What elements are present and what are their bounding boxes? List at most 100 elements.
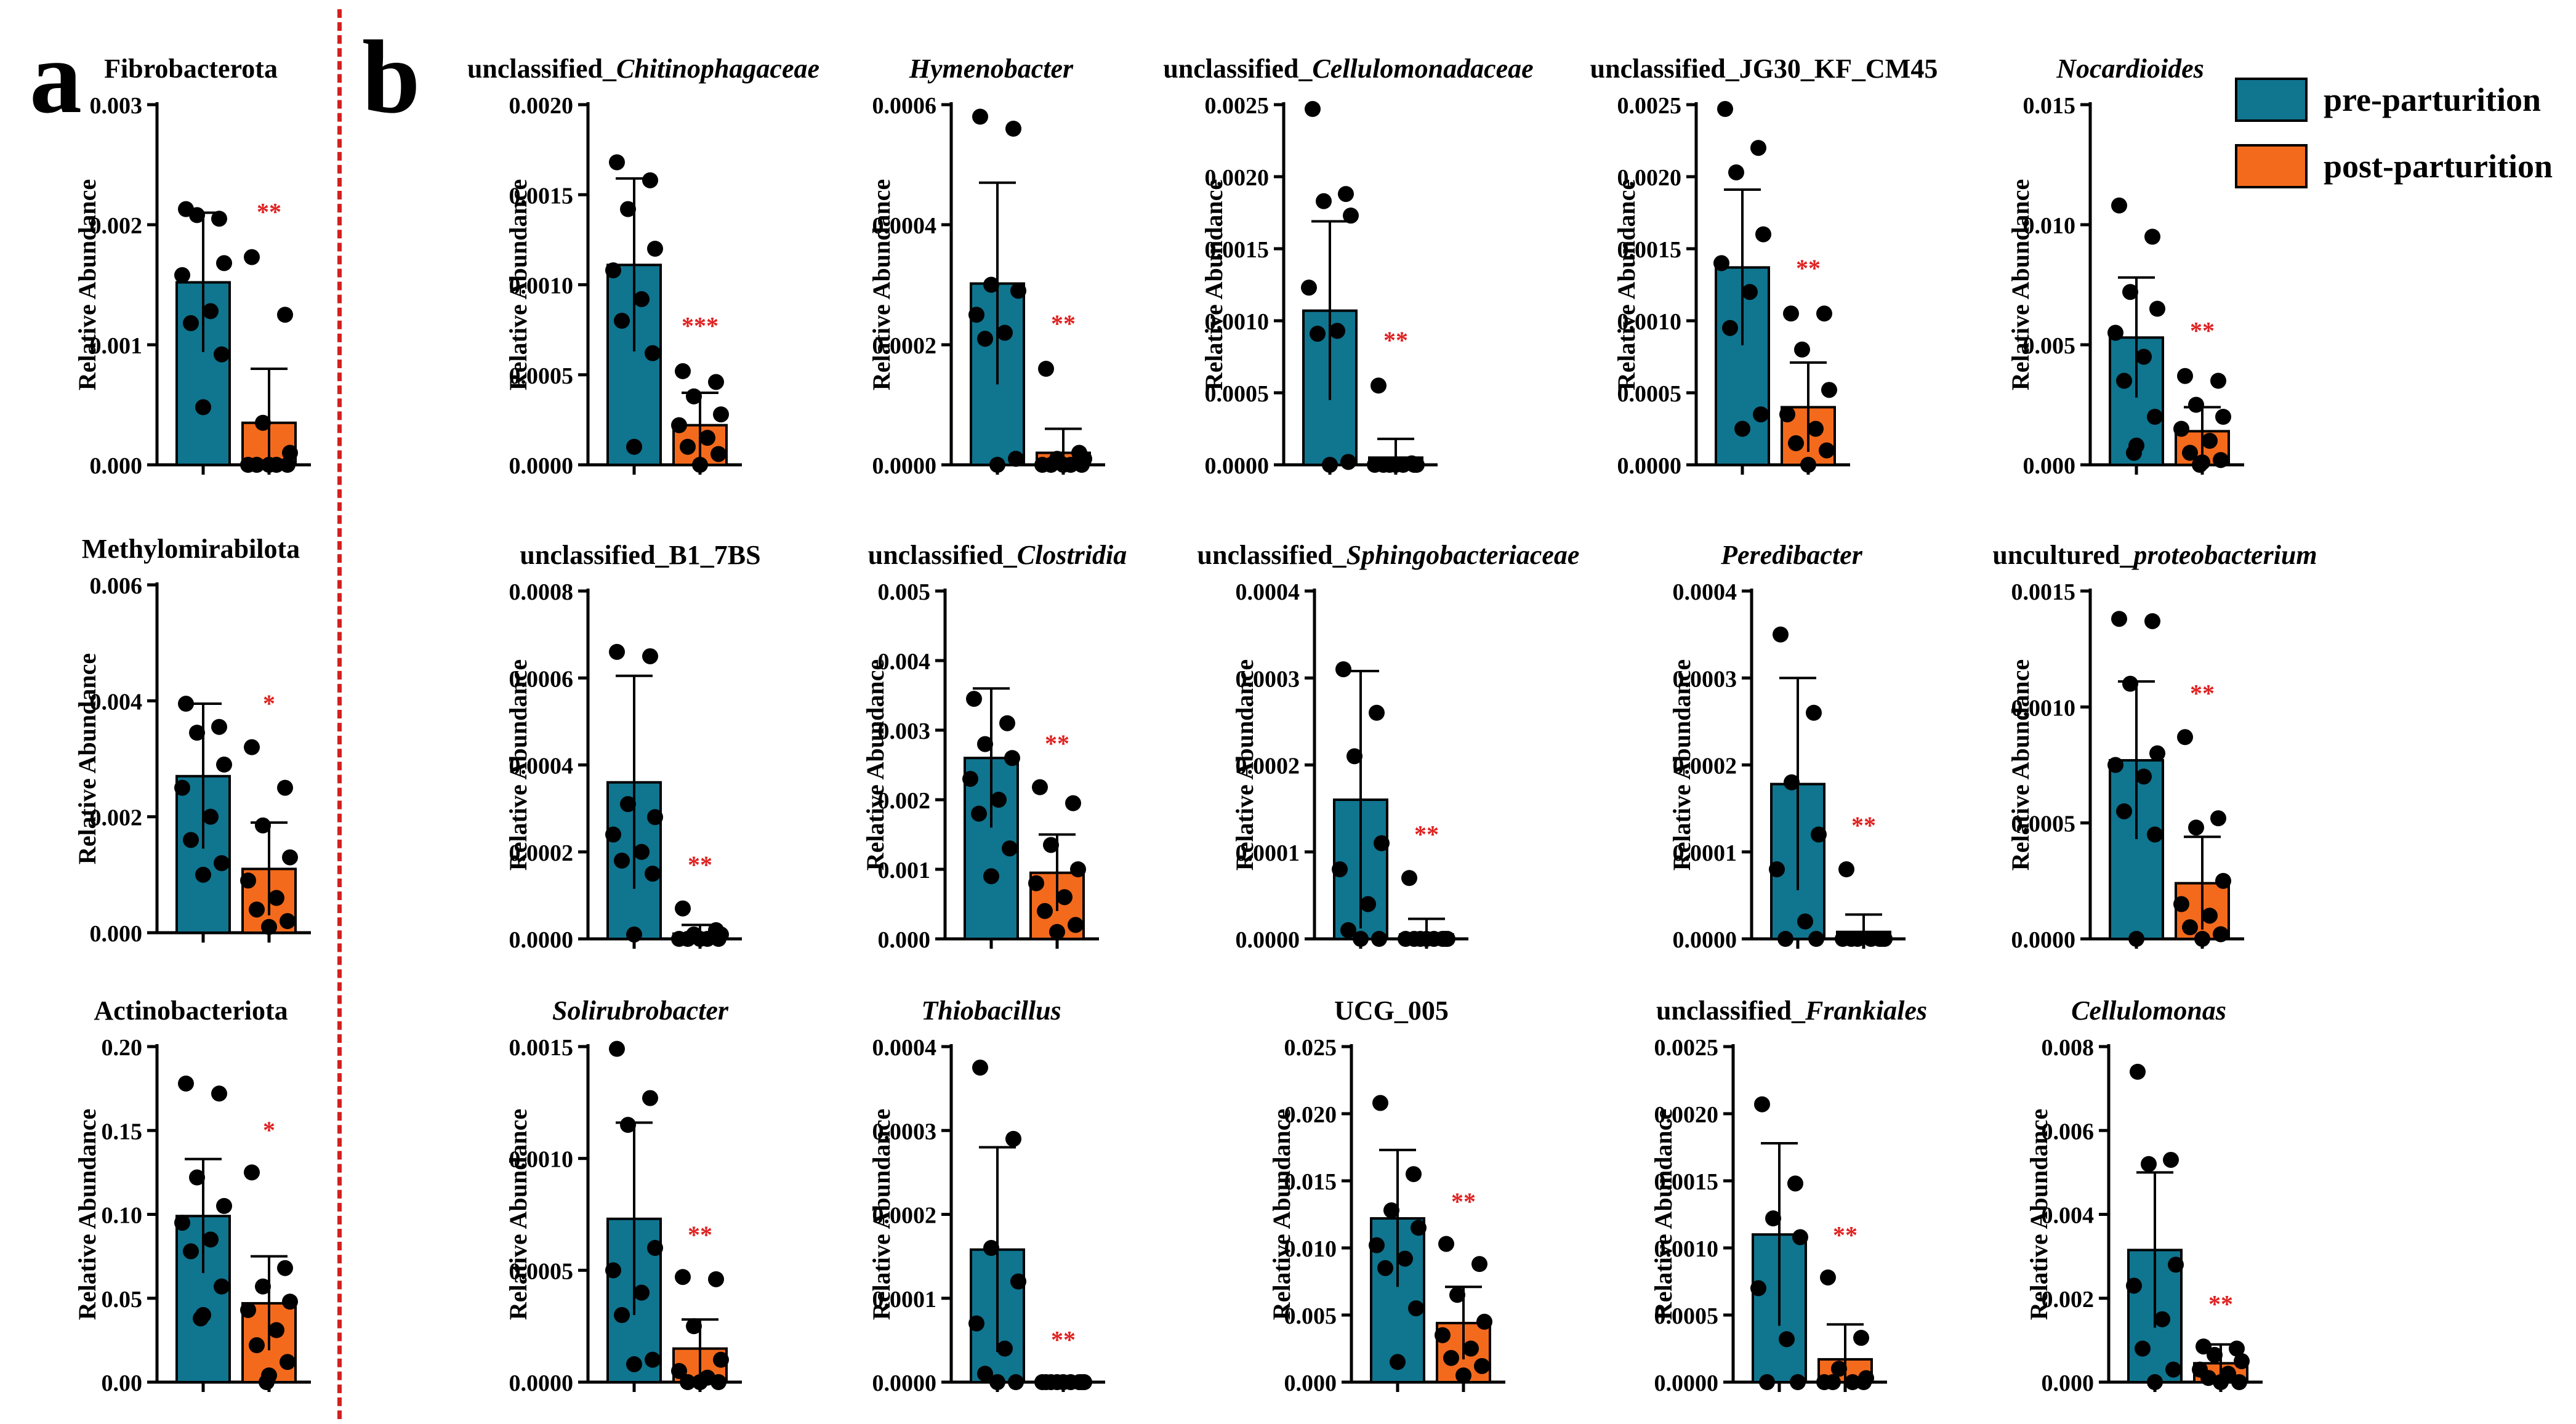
data-point [249, 901, 265, 918]
chart-title: unclassified_Frankiales [1656, 996, 1927, 1026]
data-point [692, 457, 708, 473]
y-tick-label: 0.0025 [1617, 93, 1682, 119]
data-point [977, 331, 993, 347]
y-tick-label: 0.0010 [1654, 1236, 1719, 1262]
data-point [255, 414, 271, 431]
y-tick-label: 0.0002 [509, 840, 574, 866]
significance-marker: ** [1383, 326, 1408, 354]
y-axis-label: Relative Abundance [73, 653, 101, 864]
data-point [2128, 931, 2144, 947]
data-point [216, 1197, 232, 1214]
data-point [2200, 1370, 2216, 1386]
panel-label-a: a [30, 19, 82, 135]
data-point [261, 919, 277, 935]
significance-marker: ** [1796, 254, 1821, 282]
data-point [2144, 613, 2160, 629]
y-tick-label: 0.20 [102, 1035, 143, 1061]
y-tick-label: 0.10 [102, 1203, 143, 1229]
data-point [282, 849, 298, 866]
y-tick-label: 0.000 [2023, 453, 2076, 479]
data-point [268, 1322, 284, 1338]
chart-title-taxon: Chitinophagaceae [616, 54, 819, 84]
data-point [1811, 826, 1827, 843]
data-point [1406, 931, 1422, 947]
panel-label-b: b [362, 19, 421, 135]
y-tick-label: 0.001 [878, 858, 931, 883]
data-point [2136, 348, 2152, 365]
y-tick-label: 0.0000 [509, 1370, 574, 1396]
data-point [713, 406, 729, 423]
significance-marker: *** [682, 312, 718, 340]
chart-peredibacter: Peredibacter Relative Abundance 0.0000 0.00… [1668, 540, 1906, 953]
data-point [1074, 457, 1090, 473]
y-tick-label: 0.0000 [872, 1370, 937, 1396]
data-point [1750, 1280, 1766, 1297]
y-tick-label: 0.010 [1284, 1236, 1337, 1262]
data-point [2136, 768, 2152, 785]
y-tick-label: 0.002 [90, 213, 143, 239]
y-axis-label: Relative Abundance [504, 179, 532, 390]
data-point [1831, 1361, 1847, 1377]
data-point [2194, 931, 2210, 947]
y-tick-label: 0.002 [90, 805, 143, 831]
data-point [1722, 320, 1738, 336]
data-point [2165, 1361, 2181, 1378]
chart-title-prefix: unclassified_ [467, 54, 617, 84]
data-point [1713, 255, 1729, 272]
data-point [268, 890, 284, 906]
data-point [1008, 1374, 1024, 1390]
data-point [1755, 226, 1771, 243]
bar-pre-parturition [175, 281, 231, 466]
y-axis-label: Relative Abundance [504, 1109, 532, 1320]
data-point [1779, 406, 1795, 423]
data-point [2210, 372, 2226, 389]
data-point [1070, 861, 1086, 877]
data-point [1759, 1374, 1775, 1390]
data-point [1301, 280, 1317, 296]
data-point [680, 931, 696, 947]
data-point [1476, 1313, 1492, 1330]
data-point [2163, 1151, 2179, 1168]
data-point [1806, 704, 1822, 721]
data-point [991, 792, 1007, 808]
data-point [1068, 917, 1084, 933]
data-point [972, 1060, 988, 1076]
data-point [692, 1374, 708, 1390]
y-axis-label: Relative Abundance [73, 1109, 101, 1320]
chart-uncultured-proteobacterium: uncultured_proteobacterium Relative Abund… [1992, 540, 2317, 953]
data-point [2147, 826, 2163, 843]
y-tick-label: 0.0000 [2011, 927, 2076, 953]
data-point [211, 1085, 227, 1102]
chart-title: Cellulomonas [2071, 996, 2226, 1026]
chart-actinobacteriota: Actinobacteriota Relative Abundance 0.00 0.… [73, 996, 311, 1396]
y-tick-label: 0.006 [2042, 1119, 2095, 1144]
data-point [2111, 197, 2127, 214]
chart-methylomirabilota: Methylomirabilota Relative Abundance 0.000… [73, 534, 311, 947]
data-point [675, 363, 691, 379]
data-point [1360, 896, 1376, 912]
y-tick-label: 0.0005 [1617, 381, 1682, 407]
data-point [2116, 803, 2132, 819]
data-point [1401, 870, 1417, 887]
data-point [1408, 1300, 1424, 1317]
data-point [1055, 1374, 1071, 1390]
significance-marker: ** [1045, 730, 1069, 757]
chart-unclassified-jg30-kf-cm45: unclassified_JG30_KF_CM45 Relative Abunda… [1590, 54, 1938, 479]
significance-marker: ** [1051, 310, 1076, 337]
y-tick-label: 0.0001 [1236, 840, 1300, 866]
data-point [614, 313, 630, 329]
data-point [989, 457, 1005, 473]
significance-marker: ** [257, 198, 281, 225]
data-point [1316, 193, 1332, 209]
data-point [1374, 835, 1390, 851]
data-point [183, 832, 199, 848]
data-point [174, 1215, 190, 1231]
chart-title: Nocardioides [2056, 54, 2204, 84]
data-point [2202, 433, 2218, 449]
y-tick-label: 0.002 [2042, 1287, 2095, 1313]
data-point [2122, 284, 2138, 300]
data-point [1754, 1096, 1770, 1112]
data-point [1820, 1269, 1836, 1285]
data-point [1845, 1374, 1861, 1390]
y-tick-label: 0.00 [102, 1370, 143, 1396]
